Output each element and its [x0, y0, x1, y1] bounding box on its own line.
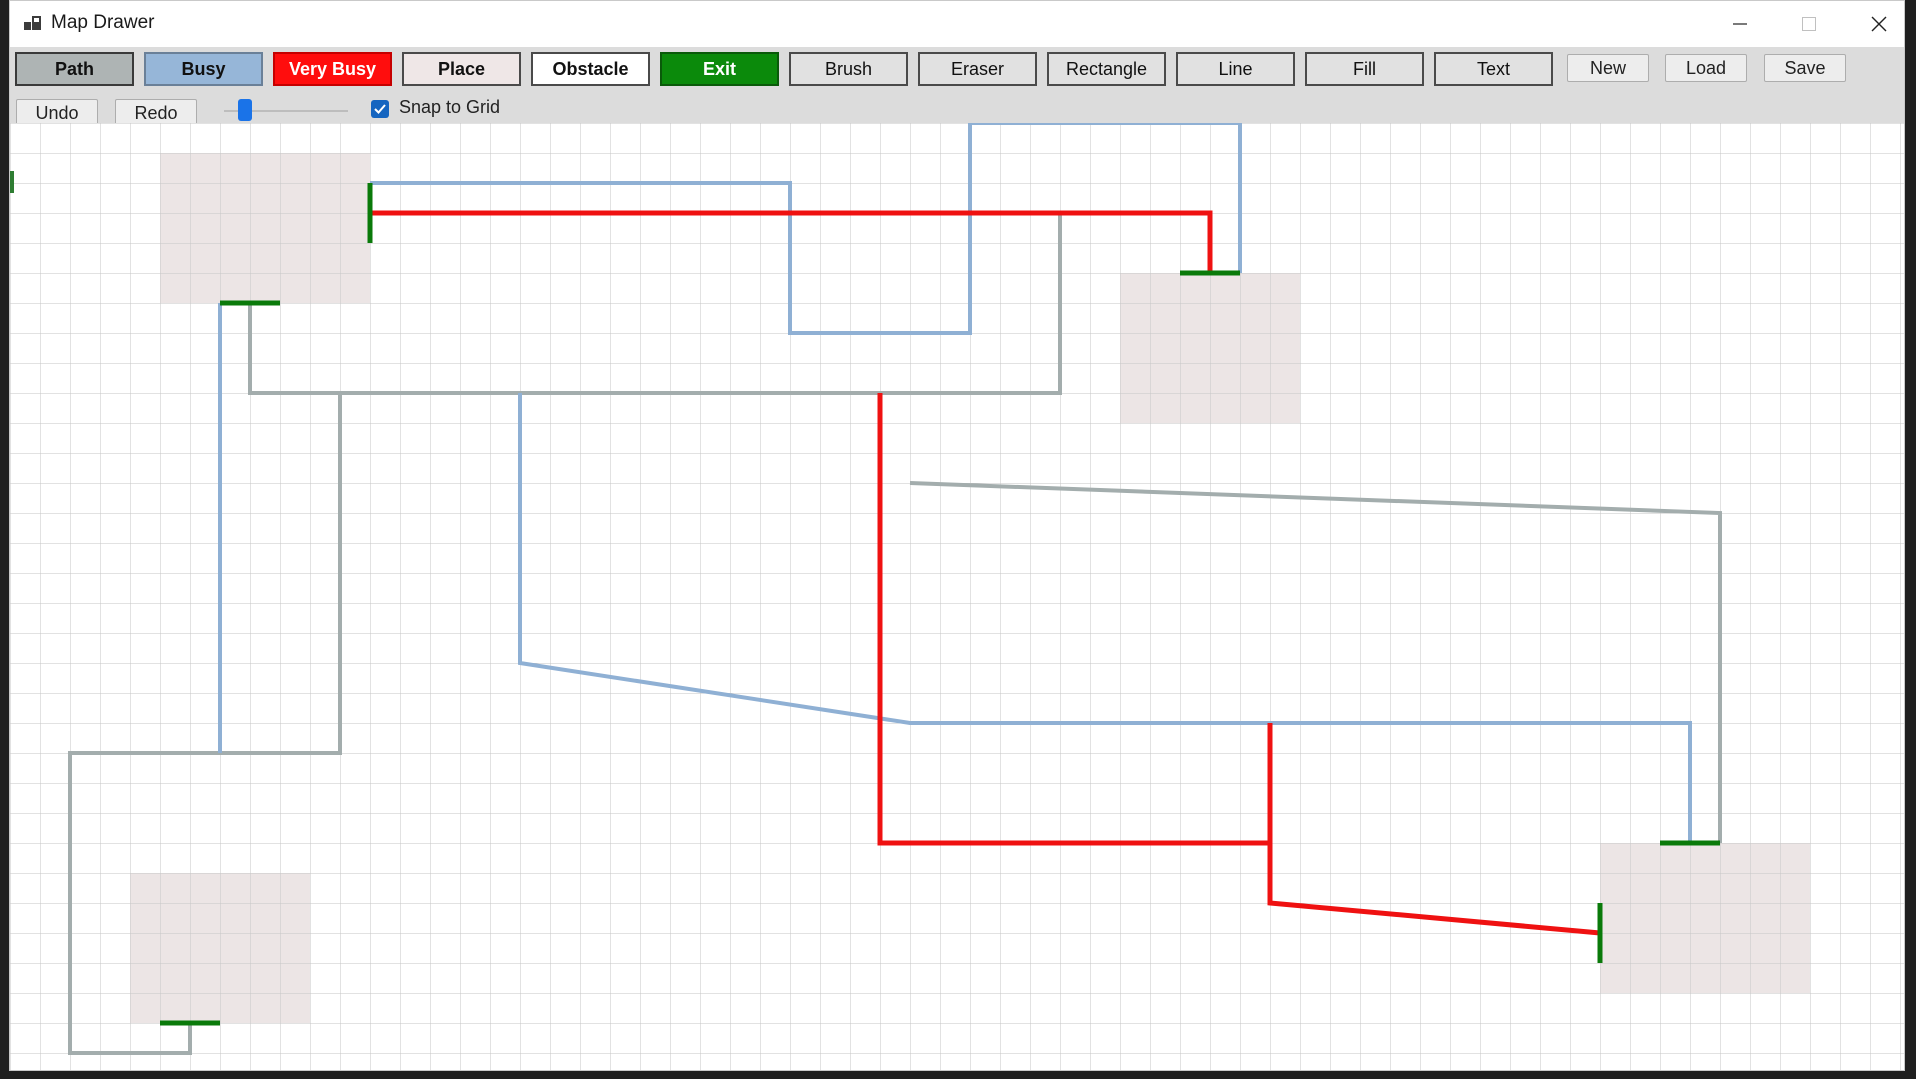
tool-fill[interactable]: Fill — [1305, 52, 1424, 86]
minimize-icon — [1733, 23, 1747, 25]
load-button[interactable]: Load — [1665, 54, 1747, 82]
maximize-icon — [1802, 17, 1816, 31]
window-title: Map Drawer — [51, 12, 155, 33]
new-button[interactable]: New — [1567, 54, 1649, 82]
path-segment — [909, 481, 1722, 843]
redo-button[interactable]: Redo — [115, 99, 197, 127]
app-icon — [24, 16, 41, 30]
minimize-button[interactable] — [1705, 1, 1775, 47]
tool-rectangle[interactable]: Rectangle — [1047, 52, 1166, 86]
undo-button[interactable]: Undo — [16, 99, 98, 127]
very-busy-path — [370, 210, 1213, 273]
tool-busy[interactable]: Busy — [144, 52, 263, 86]
tool-eraser[interactable]: Eraser — [918, 52, 1037, 86]
tool-text[interactable]: Text — [1434, 52, 1553, 86]
tool-place[interactable]: Place — [402, 52, 521, 86]
maximize-button[interactable] — [1774, 1, 1844, 47]
snap-to-grid-checkbox[interactable] — [371, 100, 389, 118]
grid — [10, 123, 1904, 1070]
save-button[interactable]: Save — [1764, 54, 1846, 82]
tool-very-busy[interactable]: Very Busy — [273, 52, 392, 86]
brush-size-slider-thumb[interactable] — [238, 99, 253, 121]
very-busy-path — [1267, 843, 1601, 936]
title-bar: Map Drawer — [10, 1, 1904, 47]
map-canvas[interactable] — [10, 123, 1905, 1071]
very-busy-path — [877, 393, 1273, 846]
tool-obstacle[interactable]: Obstacle — [531, 52, 650, 86]
tool-brush[interactable]: Brush — [789, 52, 908, 86]
close-button[interactable] — [1844, 1, 1904, 47]
busy-path — [518, 393, 1692, 843]
tool-line[interactable]: Line — [1176, 52, 1295, 86]
snap-to-grid-label: Snap to Grid — [399, 97, 501, 117]
busy-path — [370, 123, 1242, 335]
path-segment — [68, 393, 342, 1055]
close-icon — [1871, 16, 1887, 32]
tool-path[interactable]: Path — [15, 52, 134, 86]
brush-size-slider[interactable] — [224, 110, 348, 112]
app-window: Map Drawer Path Busy Very Busy Place Obs… — [9, 0, 1905, 1071]
path-segment — [248, 213, 1062, 395]
canvas-edge-marker — [10, 171, 14, 193]
tool-exit[interactable]: Exit — [660, 52, 779, 86]
checkmark-icon — [374, 104, 386, 114]
toolbar: Path Busy Very Busy Place Obstacle Exit … — [10, 47, 1904, 127]
